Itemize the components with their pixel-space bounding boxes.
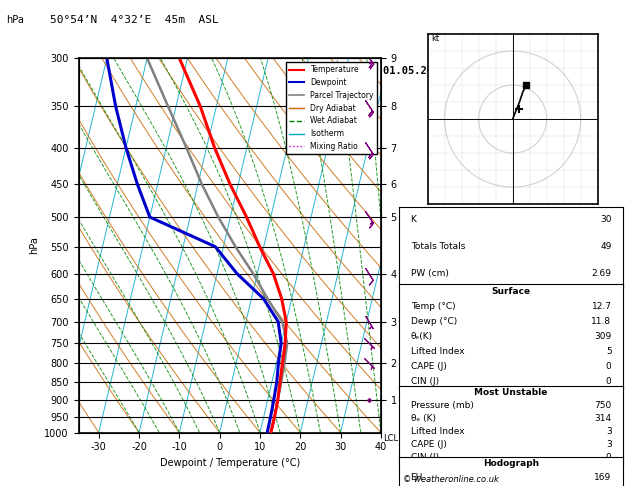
Text: 0: 0: [606, 362, 611, 371]
Text: 750: 750: [594, 401, 611, 410]
Text: LCL: LCL: [383, 434, 398, 443]
Y-axis label: km
ASL: km ASL: [403, 236, 424, 255]
Text: CAPE (J): CAPE (J): [411, 440, 447, 449]
Text: Temp (°C): Temp (°C): [411, 302, 455, 311]
Text: 12.7: 12.7: [591, 302, 611, 311]
Text: © weatheronline.co.uk: © weatheronline.co.uk: [403, 474, 498, 484]
Text: θₑ(K): θₑ(K): [411, 332, 433, 341]
Text: Hodograph: Hodograph: [483, 459, 539, 469]
Text: 5: 5: [606, 347, 611, 356]
Text: 314: 314: [594, 414, 611, 423]
Text: 3: 3: [606, 427, 611, 436]
Text: 01.05.2024  06GMT  (Base: 18): 01.05.2024 06GMT (Base: 18): [383, 66, 564, 76]
Text: 0: 0: [606, 453, 611, 462]
Text: K: K: [411, 215, 416, 225]
Y-axis label: hPa: hPa: [29, 237, 39, 254]
Text: 49: 49: [600, 242, 611, 251]
Text: Lifted Index: Lifted Index: [411, 427, 464, 436]
Text: Lifted Index: Lifted Index: [411, 347, 464, 356]
Text: CIN (J): CIN (J): [411, 453, 438, 462]
Text: CAPE (J): CAPE (J): [411, 362, 447, 371]
Text: 0: 0: [606, 377, 611, 386]
Text: 2.69: 2.69: [591, 269, 611, 278]
Text: Totals Totals: Totals Totals: [411, 242, 465, 251]
Text: hPa: hPa: [6, 15, 24, 25]
Text: PW (cm): PW (cm): [411, 269, 448, 278]
Text: 30: 30: [600, 215, 611, 225]
Text: kt: kt: [431, 34, 439, 43]
Text: θₑ (K): θₑ (K): [411, 414, 435, 423]
Text: 309: 309: [594, 332, 611, 341]
Text: CIN (J): CIN (J): [411, 377, 438, 386]
Text: 169: 169: [594, 473, 611, 483]
X-axis label: Dewpoint / Temperature (°C): Dewpoint / Temperature (°C): [160, 458, 300, 468]
Legend: Temperature, Dewpoint, Parcel Trajectory, Dry Adiabat, Wet Adiabat, Isotherm, Mi: Temperature, Dewpoint, Parcel Trajectory…: [286, 62, 377, 154]
Text: Pressure (mb): Pressure (mb): [411, 401, 474, 410]
Text: 50°54’N  4°32’E  45m  ASL: 50°54’N 4°32’E 45m ASL: [50, 15, 219, 25]
Text: Dewp (°C): Dewp (°C): [411, 317, 457, 326]
Text: Surface: Surface: [491, 287, 531, 296]
Text: EH: EH: [411, 473, 423, 483]
Text: 3: 3: [606, 440, 611, 449]
Text: Most Unstable: Most Unstable: [474, 388, 548, 398]
Text: 11.8: 11.8: [591, 317, 611, 326]
